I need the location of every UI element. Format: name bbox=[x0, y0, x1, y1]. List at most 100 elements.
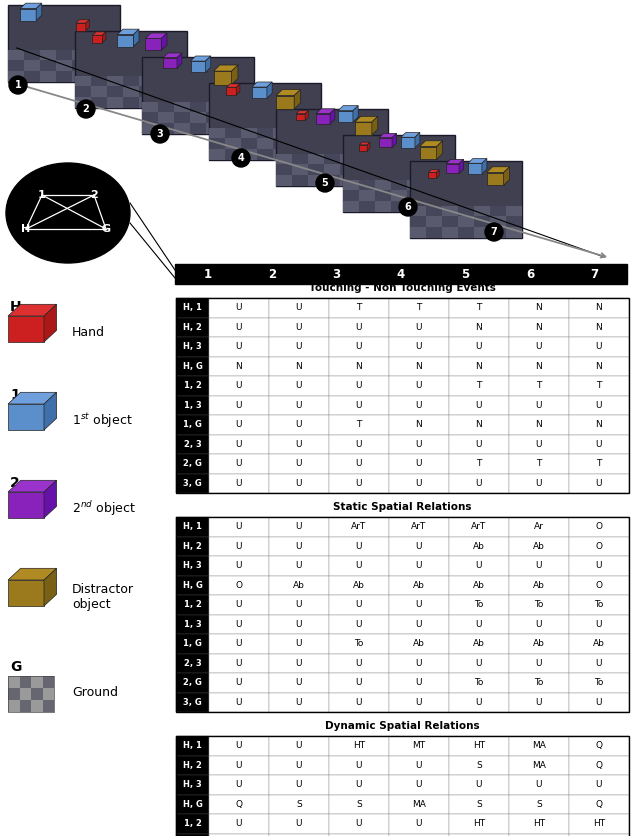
Bar bbox=[343, 201, 359, 212]
Polygon shape bbox=[236, 84, 240, 94]
Text: T: T bbox=[356, 421, 362, 429]
Bar bbox=[569, 356, 629, 376]
Bar bbox=[343, 191, 359, 201]
Bar bbox=[252, 87, 267, 99]
Bar bbox=[389, 654, 449, 673]
Bar bbox=[176, 692, 209, 712]
Bar bbox=[449, 473, 509, 493]
Bar bbox=[449, 395, 509, 415]
Text: Ab: Ab bbox=[473, 640, 485, 648]
Text: 2: 2 bbox=[268, 268, 276, 281]
Text: To: To bbox=[355, 640, 364, 648]
Bar bbox=[209, 556, 269, 575]
Text: H, 2: H, 2 bbox=[183, 761, 202, 770]
Bar bbox=[176, 318, 209, 337]
Text: H, 2: H, 2 bbox=[183, 323, 202, 332]
Polygon shape bbox=[420, 140, 443, 146]
Bar bbox=[269, 473, 329, 493]
Bar bbox=[209, 673, 269, 692]
Polygon shape bbox=[145, 33, 167, 38]
Text: To: To bbox=[474, 678, 484, 687]
Bar bbox=[509, 537, 569, 556]
Bar bbox=[209, 537, 269, 556]
Text: N: N bbox=[415, 421, 422, 429]
Text: U: U bbox=[596, 479, 602, 487]
Text: U: U bbox=[416, 600, 422, 609]
Text: G: G bbox=[10, 660, 21, 674]
Text: U: U bbox=[236, 742, 243, 750]
Bar bbox=[269, 692, 329, 712]
Text: Static Spatial Relations: Static Spatial Relations bbox=[333, 502, 472, 512]
Bar bbox=[442, 217, 458, 227]
Bar bbox=[176, 376, 209, 395]
Bar bbox=[509, 673, 569, 692]
Bar bbox=[31, 688, 42, 700]
Polygon shape bbox=[8, 304, 56, 316]
Bar bbox=[569, 435, 629, 454]
Bar bbox=[75, 97, 91, 108]
Bar bbox=[305, 128, 321, 139]
Bar bbox=[222, 112, 238, 123]
Bar bbox=[176, 517, 209, 537]
Bar bbox=[389, 736, 449, 756]
Text: ArT: ArT bbox=[412, 522, 427, 531]
Bar bbox=[569, 775, 629, 794]
Text: H, 3: H, 3 bbox=[183, 342, 202, 351]
Bar bbox=[42, 676, 54, 688]
Bar bbox=[329, 692, 389, 712]
Text: To: To bbox=[534, 678, 544, 687]
Text: U: U bbox=[476, 561, 483, 570]
Bar bbox=[257, 149, 273, 160]
Bar bbox=[506, 206, 522, 217]
Bar bbox=[569, 298, 629, 318]
Bar bbox=[308, 154, 324, 165]
Bar bbox=[375, 191, 391, 201]
Bar bbox=[276, 154, 292, 165]
Bar bbox=[324, 154, 340, 165]
Bar bbox=[176, 556, 209, 575]
Text: U: U bbox=[356, 561, 362, 570]
Bar bbox=[209, 376, 269, 395]
Bar bbox=[225, 149, 241, 160]
Text: Ab: Ab bbox=[353, 581, 365, 589]
Text: U: U bbox=[356, 323, 362, 332]
Bar bbox=[389, 415, 449, 435]
Text: MA: MA bbox=[532, 742, 546, 750]
Bar bbox=[449, 537, 509, 556]
Bar bbox=[329, 473, 389, 493]
Text: U: U bbox=[236, 659, 243, 668]
Bar bbox=[171, 86, 187, 97]
Bar bbox=[190, 102, 206, 112]
Bar bbox=[176, 337, 209, 356]
Text: U: U bbox=[356, 698, 362, 706]
Text: MA: MA bbox=[532, 761, 546, 770]
Bar bbox=[19, 688, 31, 700]
Bar bbox=[389, 376, 449, 395]
Bar bbox=[209, 298, 269, 318]
Bar bbox=[439, 191, 455, 201]
Text: ArT: ArT bbox=[472, 522, 486, 531]
Bar bbox=[343, 180, 359, 191]
Bar bbox=[340, 154, 356, 165]
Bar bbox=[209, 454, 269, 473]
Bar bbox=[31, 700, 42, 712]
Bar bbox=[407, 191, 423, 201]
Bar bbox=[428, 172, 436, 178]
Bar bbox=[355, 122, 372, 135]
Text: U: U bbox=[596, 619, 602, 629]
Text: U: U bbox=[536, 479, 542, 487]
Bar bbox=[389, 673, 449, 692]
Text: U: U bbox=[236, 761, 243, 770]
Text: 4: 4 bbox=[237, 153, 244, 163]
Bar bbox=[209, 83, 321, 160]
Bar bbox=[329, 794, 389, 814]
Text: N: N bbox=[476, 421, 483, 429]
Text: U: U bbox=[356, 761, 362, 770]
Bar bbox=[174, 102, 190, 112]
Bar bbox=[509, 756, 569, 775]
Bar bbox=[359, 191, 375, 201]
Text: N: N bbox=[476, 362, 483, 370]
Text: N: N bbox=[236, 362, 243, 370]
Text: U: U bbox=[596, 698, 602, 706]
Text: U: U bbox=[536, 659, 542, 668]
